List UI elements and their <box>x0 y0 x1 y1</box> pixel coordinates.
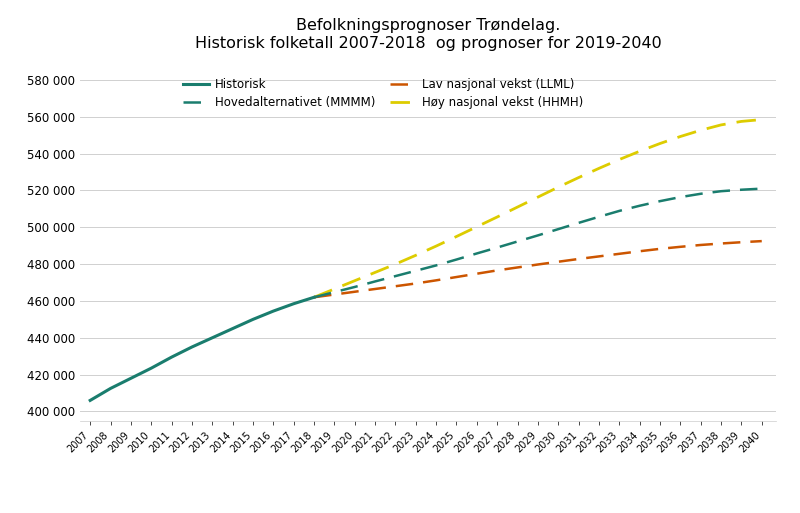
Høy nasjonal vekst (HHMH) <box>554 184 563 190</box>
Høy nasjonal vekst (HHMH) <box>655 141 665 147</box>
Line: Lav nasjonal vekst (LLML): Lav nasjonal vekst (LLML) <box>314 241 762 297</box>
Historisk <box>228 326 238 332</box>
Hovedalternativet (MMMM) <box>431 262 441 268</box>
Hovedalternativet (MMMM) <box>655 198 665 204</box>
Høy nasjonal vekst (HHMH) <box>472 224 482 230</box>
Hovedalternativet (MMMM) <box>370 279 380 285</box>
Historisk <box>289 301 298 307</box>
Høy nasjonal vekst (HHMH) <box>310 294 319 300</box>
Høy nasjonal vekst (HHMH) <box>737 119 746 125</box>
Hovedalternativet (MMMM) <box>594 214 604 220</box>
Høy nasjonal vekst (HHMH) <box>390 261 400 267</box>
Høy nasjonal vekst (HHMH) <box>492 214 502 220</box>
Lav nasjonal vekst (LLML) <box>737 239 746 245</box>
Hovedalternativet (MMMM) <box>696 191 706 197</box>
Lav nasjonal vekst (LLML) <box>614 251 624 257</box>
Lav nasjonal vekst (LLML) <box>513 264 522 270</box>
Lav nasjonal vekst (LLML) <box>655 246 665 252</box>
Hovedalternativet (MMMM) <box>513 239 522 245</box>
Historisk <box>248 317 258 323</box>
Historisk <box>86 398 95 404</box>
Høy nasjonal vekst (HHMH) <box>757 116 766 123</box>
Lav nasjonal vekst (LLML) <box>533 262 542 268</box>
Hovedalternativet (MMMM) <box>350 284 359 290</box>
Hovedalternativet (MMMM) <box>554 226 563 232</box>
Hovedalternativet (MMMM) <box>492 245 502 251</box>
Lav nasjonal vekst (LLML) <box>574 256 583 262</box>
Lav nasjonal vekst (LLML) <box>452 274 462 280</box>
Høy nasjonal vekst (HHMH) <box>574 174 583 181</box>
Title: Befolkningsprognoser Trøndelag.
Historisk folketall 2007-2018  og prognoser for : Befolkningsprognoser Trøndelag. Historis… <box>194 18 662 51</box>
Høy nasjonal vekst (HHMH) <box>716 122 726 128</box>
Lav nasjonal vekst (LLML) <box>594 253 604 260</box>
Lav nasjonal vekst (LLML) <box>716 241 726 247</box>
Høy nasjonal vekst (HHMH) <box>675 133 685 140</box>
Lav nasjonal vekst (LLML) <box>350 289 359 295</box>
Legend: Historisk, Hovedalternativet (MMMM), Lav nasjonal vekst (LLML), Høy nasjonal vek: Historisk, Hovedalternativet (MMMM), Lav… <box>183 78 583 109</box>
Hovedalternativet (MMMM) <box>716 188 726 194</box>
Lav nasjonal vekst (LLML) <box>330 291 339 298</box>
Høy nasjonal vekst (HHMH) <box>370 269 380 275</box>
Lav nasjonal vekst (LLML) <box>554 259 563 265</box>
Hovedalternativet (MMMM) <box>737 187 746 193</box>
Historisk <box>166 354 176 360</box>
Lav nasjonal vekst (LLML) <box>635 248 645 254</box>
Hovedalternativet (MMMM) <box>411 268 421 274</box>
Høy nasjonal vekst (HHMH) <box>350 278 359 284</box>
Høy nasjonal vekst (HHMH) <box>696 127 706 133</box>
Lav nasjonal vekst (LLML) <box>310 294 319 300</box>
Lav nasjonal vekst (LLML) <box>431 277 441 283</box>
Hovedalternativet (MMMM) <box>757 186 766 192</box>
Hovedalternativet (MMMM) <box>390 273 400 279</box>
Historisk <box>146 365 156 371</box>
Hovedalternativet (MMMM) <box>614 208 624 214</box>
Historisk <box>269 308 278 314</box>
Hovedalternativet (MMMM) <box>675 194 685 200</box>
Lav nasjonal vekst (LLML) <box>757 238 766 244</box>
Historisk <box>126 375 136 381</box>
Høy nasjonal vekst (HHMH) <box>635 148 645 154</box>
Hovedalternativet (MMMM) <box>574 220 583 226</box>
Hovedalternativet (MMMM) <box>452 256 462 263</box>
Lav nasjonal vekst (LLML) <box>472 271 482 277</box>
Høy nasjonal vekst (HHMH) <box>614 156 624 163</box>
Høy nasjonal vekst (HHMH) <box>533 194 542 200</box>
Hovedalternativet (MMMM) <box>310 294 319 300</box>
Hovedalternativet (MMMM) <box>472 250 482 256</box>
Lav nasjonal vekst (LLML) <box>492 267 502 273</box>
Lav nasjonal vekst (LLML) <box>675 244 685 250</box>
Hovedalternativet (MMMM) <box>330 289 339 295</box>
Lav nasjonal vekst (LLML) <box>390 283 400 289</box>
Line: Hovedalternativet (MMMM): Hovedalternativet (MMMM) <box>314 189 762 297</box>
Høy nasjonal vekst (HHMH) <box>431 243 441 249</box>
Høy nasjonal vekst (HHMH) <box>452 233 462 240</box>
Historisk <box>207 334 217 341</box>
Lav nasjonal vekst (LLML) <box>696 242 706 248</box>
Historisk <box>310 294 319 300</box>
Lav nasjonal vekst (LLML) <box>370 286 380 292</box>
Historisk <box>106 385 115 391</box>
Høy nasjonal vekst (HHMH) <box>330 286 339 292</box>
Hovedalternativet (MMMM) <box>635 203 645 209</box>
Hovedalternativet (MMMM) <box>533 232 542 239</box>
Line: Historisk: Historisk <box>90 297 314 401</box>
Høy nasjonal vekst (HHMH) <box>594 165 604 171</box>
Line: Høy nasjonal vekst (HHMH): Høy nasjonal vekst (HHMH) <box>314 120 762 297</box>
Lav nasjonal vekst (LLML) <box>411 281 421 287</box>
Høy nasjonal vekst (HHMH) <box>513 204 522 210</box>
Høy nasjonal vekst (HHMH) <box>411 252 421 259</box>
Historisk <box>187 344 197 350</box>
